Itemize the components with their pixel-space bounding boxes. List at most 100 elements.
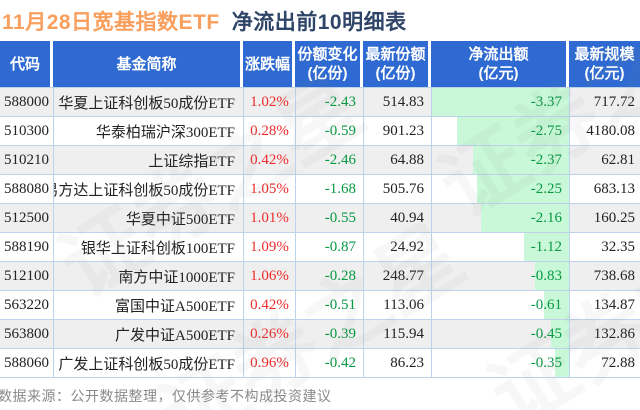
- share-change: -0.28: [295, 261, 363, 290]
- share-change: -2.43: [295, 87, 363, 116]
- net-outflow: -3.37: [431, 87, 569, 116]
- change-pct: 0.42%: [243, 145, 295, 174]
- outflow-bar: [535, 262, 569, 290]
- outflow-bar: [523, 233, 569, 261]
- outflow-bar: [432, 88, 569, 116]
- share-change: -1.68: [295, 174, 363, 203]
- latest-share: 64.88: [363, 145, 431, 174]
- net-outflow: -2.37: [431, 145, 569, 174]
- outflow-bar: [481, 204, 569, 232]
- title-rest: 净流出前10明细表: [231, 11, 407, 34]
- fund-name: 富国中证A500ETF: [53, 290, 243, 319]
- outflow-bar: [477, 175, 569, 203]
- net-outflow: -2.75: [431, 116, 569, 145]
- net-outflow: -1.12: [431, 232, 569, 261]
- fund-name: 南方中证1000ETF: [53, 261, 243, 290]
- column-header: 份额变化 (亿份): [295, 41, 363, 87]
- table-row: 512100 南方中证1000ETF 1.06% -0.28 248.77 -0.83 73…: [0, 261, 640, 290]
- change-pct: 1.09%: [243, 232, 295, 261]
- latest-share: 505.76: [363, 174, 431, 203]
- fund-code: 512100: [0, 261, 53, 290]
- latest-share: 86.23: [363, 348, 431, 377]
- outflow-bar: [550, 320, 569, 348]
- fund-name: 华夏上证科创板50成份ETF: [53, 87, 243, 116]
- outflow-bar: [544, 291, 569, 319]
- fund-name: 广发中证A500ETF: [53, 319, 243, 348]
- column-header: 最新份额 (亿份): [363, 41, 431, 87]
- share-change: -0.51: [295, 290, 363, 319]
- fund-name: 易方达上证科创板50成份ETF: [53, 174, 243, 203]
- fund-name: 上证综指ETF: [53, 145, 243, 174]
- latest-share: 115.94: [363, 319, 431, 348]
- fund-code: 588080: [0, 174, 53, 203]
- latest-share: 24.92: [363, 232, 431, 261]
- page-title: 11月28日宽基指数ETF 净流出前10明细表: [2, 6, 407, 36]
- net-outflow: -2.25: [431, 174, 569, 203]
- outflow-bar: [472, 146, 569, 174]
- fund-code: 563220: [0, 290, 53, 319]
- latest-scale: 132.86: [569, 319, 640, 348]
- table-row: 563220 富国中证A500ETF 0.42% -0.51 113.06 -0.61 13…: [0, 290, 640, 319]
- etf-table: 代码 基金简称 涨跌幅 份额变化 (亿份) 最新份额 (亿份) 净流出额 (亿元) 最新规模 (亿元…: [0, 41, 640, 378]
- change-pct: 1.02%: [243, 87, 295, 116]
- fund-name: 银华上证科创板100ETF: [53, 232, 243, 261]
- change-pct: 0.28%: [243, 116, 295, 145]
- fund-code: 588060: [0, 348, 53, 377]
- fund-code: 510210: [0, 145, 53, 174]
- latest-share: 248.77: [363, 261, 431, 290]
- change-pct: 0.96%: [243, 348, 295, 377]
- source-note: 数据来源：公开数据整理，仅供参考不构成投资建议: [0, 388, 332, 404]
- change-pct: 0.26%: [243, 319, 295, 348]
- share-change: -0.42: [295, 348, 363, 377]
- table-row: 588000 华夏上证科创板50成份ETF 1.02% -2.43 514.83 -3.3…: [0, 87, 640, 116]
- change-pct: 0.42%: [243, 290, 295, 319]
- share-change: -0.87: [295, 232, 363, 261]
- change-pct: 1.05%: [243, 174, 295, 203]
- latest-scale: 4180.08: [569, 116, 640, 145]
- title-highlight: 11月28日宽基指数ETF: [2, 11, 220, 34]
- fund-code: 588000: [0, 87, 53, 116]
- latest-share: 113.06: [363, 290, 431, 319]
- column-header: 基金简称: [53, 41, 243, 87]
- latest-scale: 72.88: [569, 348, 640, 377]
- column-header: 最新规模 (亿元): [569, 41, 640, 87]
- fund-name: 华泰柏瑞沪深300ETF: [53, 116, 243, 145]
- table-row: 563800 广发中证A500ETF 0.26% -0.39 115.94 -0.45 13…: [0, 319, 640, 348]
- latest-share: 40.94: [363, 203, 431, 232]
- share-change: -0.39: [295, 319, 363, 348]
- latest-scale: 683.13: [569, 174, 640, 203]
- table-row: 512500 华夏中证500ETF 1.01% -0.55 40.94 -2.16 160.…: [0, 203, 640, 232]
- fund-name: 广发上证科创板50成份ETF: [53, 348, 243, 377]
- table-row: 510300 华泰柏瑞沪深300ETF 0.28% -0.59 901.23 -2.75 4…: [0, 116, 640, 145]
- share-change: -2.46: [295, 145, 363, 174]
- column-header: 净流出额 (亿元): [431, 41, 569, 87]
- net-outflow: -0.61: [431, 290, 569, 319]
- net-outflow: -0.45: [431, 319, 569, 348]
- fund-code: 563800: [0, 319, 53, 348]
- net-outflow: -0.83: [431, 261, 569, 290]
- fund-code: 588190: [0, 232, 53, 261]
- column-header: 涨跌幅: [243, 41, 295, 87]
- share-change: -0.55: [295, 203, 363, 232]
- share-change: -0.59: [295, 116, 363, 145]
- outflow-bar: [554, 349, 569, 377]
- latest-scale: 160.25: [569, 203, 640, 232]
- latest-scale: 134.87: [569, 290, 640, 319]
- latest-scale: 738.68: [569, 261, 640, 290]
- fund-code: 512500: [0, 203, 53, 232]
- table-header-row: 代码 基金简称 涨跌幅 份额变化 (亿份) 最新份额 (亿份) 净流出额 (亿元) 最新规模 (亿元…: [0, 41, 640, 87]
- latest-share: 514.83: [363, 87, 431, 116]
- table-row: 510210 上证综指ETF 0.42% -2.46 64.88 -2.37 62.81: [0, 145, 640, 174]
- latest-share: 901.23: [363, 116, 431, 145]
- table-row: 588080 易方达上证科创板50成份ETF 1.05% -1.68 505.76 -2.…: [0, 174, 640, 203]
- latest-scale: 32.35: [569, 232, 640, 261]
- latest-scale: 62.81: [569, 145, 640, 174]
- table-row: 588060 广发上证科创板50成份ETF 0.96% -0.42 86.23 -0.35…: [0, 348, 640, 377]
- column-header: 代码: [0, 41, 53, 87]
- fund-code: 510300: [0, 116, 53, 145]
- change-pct: 1.01%: [243, 203, 295, 232]
- change-pct: 1.06%: [243, 261, 295, 290]
- latest-scale: 717.72: [569, 87, 640, 116]
- net-outflow: -0.35: [431, 348, 569, 377]
